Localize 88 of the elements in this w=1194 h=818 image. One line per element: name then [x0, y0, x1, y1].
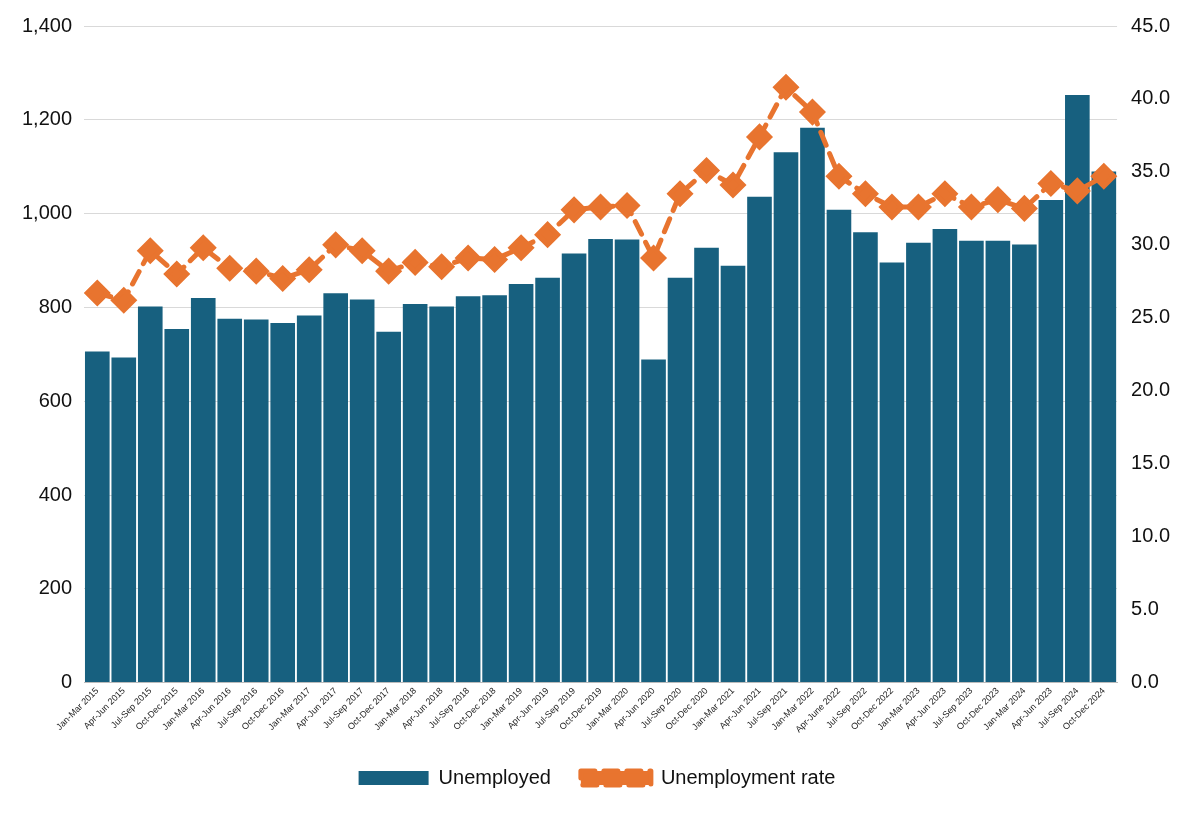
point — [852, 181, 878, 207]
y2-tick-label: 15.0 — [1131, 451, 1171, 474]
y2-tick-label: 40.0 — [1131, 86, 1171, 109]
legend-label: Unemployed — [438, 765, 551, 788]
bar — [1091, 171, 1117, 683]
y2-tick-label: 10.0 — [1131, 524, 1171, 547]
point — [1091, 163, 1117, 189]
bar — [376, 331, 401, 683]
point — [402, 249, 428, 275]
bar — [694, 247, 719, 683]
bar — [826, 209, 852, 683]
point — [137, 238, 163, 264]
bar — [641, 359, 666, 683]
point — [482, 246, 508, 272]
y2-tick-label: 30.0 — [1131, 232, 1171, 255]
bar — [720, 265, 746, 683]
legend-label: Unemployment rate — [660, 765, 836, 788]
point — [270, 265, 296, 291]
point — [429, 254, 455, 280]
bar — [588, 238, 613, 683]
bar — [482, 295, 507, 683]
point — [164, 261, 190, 287]
point — [561, 197, 587, 223]
bar — [349, 299, 375, 683]
bar — [747, 196, 772, 683]
y-tick-label: 1,000 — [21, 201, 73, 224]
bar — [985, 240, 1011, 683]
point — [508, 235, 534, 261]
y2-tick-label: 0.0 — [1131, 670, 1159, 693]
bar — [667, 277, 693, 683]
point — [879, 194, 905, 220]
point — [588, 194, 614, 220]
y-tick-label: 1,200 — [21, 107, 73, 130]
point — [84, 280, 110, 306]
bar — [455, 296, 481, 683]
point — [243, 258, 269, 284]
point — [1064, 178, 1090, 204]
bar — [535, 277, 560, 683]
y2-tick-label: 5.0 — [1131, 597, 1159, 620]
point — [826, 163, 852, 189]
bar — [932, 229, 958, 683]
point — [641, 245, 667, 271]
y-tick-label: 200 — [38, 576, 73, 599]
point — [958, 194, 984, 220]
point — [799, 99, 825, 125]
bar — [853, 232, 878, 683]
bar — [800, 127, 825, 683]
y2-tick-label: 20.0 — [1131, 378, 1171, 401]
point — [694, 157, 720, 183]
point — [746, 124, 772, 150]
point — [323, 232, 349, 258]
point — [535, 222, 561, 248]
point — [376, 258, 402, 284]
y-tick-label: 0 — [60, 670, 73, 693]
point — [190, 235, 216, 261]
bar — [561, 253, 587, 683]
point — [720, 172, 746, 198]
y-tick-label: 600 — [38, 388, 73, 411]
point — [667, 181, 693, 207]
point — [773, 74, 799, 100]
bar — [429, 306, 454, 683]
y2-tick-label: 45.0 — [1131, 13, 1171, 36]
bar — [959, 240, 984, 683]
point — [455, 245, 481, 271]
bar — [773, 152, 799, 683]
point — [111, 287, 137, 313]
bar — [879, 262, 905, 683]
bar — [1012, 244, 1037, 683]
y2-tick-label: 35.0 — [1131, 159, 1171, 182]
bar — [1065, 94, 1090, 683]
point — [1038, 171, 1064, 197]
point — [614, 192, 640, 218]
y-tick-label: 800 — [38, 294, 73, 317]
bar — [1038, 200, 1064, 683]
point — [296, 257, 322, 283]
y2-tick-label: 25.0 — [1131, 305, 1171, 328]
point — [932, 181, 958, 207]
bar — [402, 304, 428, 683]
bar — [906, 242, 931, 683]
point — [985, 187, 1011, 213]
bar — [614, 239, 640, 683]
point — [349, 238, 375, 264]
point — [905, 194, 931, 220]
point — [1011, 195, 1037, 221]
y-tick-label: 400 — [38, 482, 73, 505]
y-tick-label: 1,400 — [21, 13, 73, 36]
bar — [508, 283, 534, 683]
point — [217, 255, 243, 281]
